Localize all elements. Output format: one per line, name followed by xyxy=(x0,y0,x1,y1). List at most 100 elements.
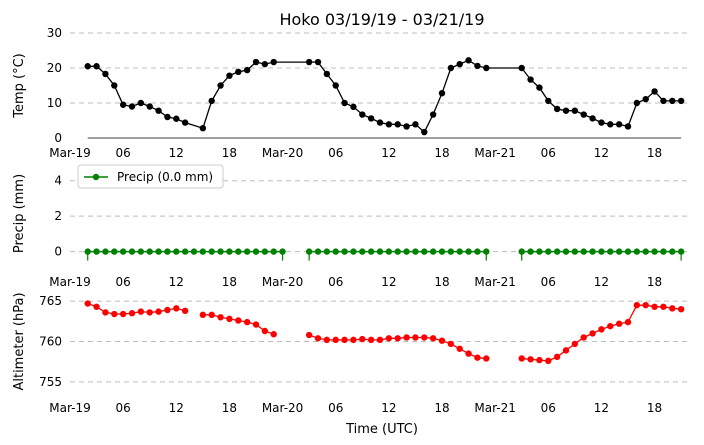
data-point xyxy=(128,248,136,255)
data-point xyxy=(580,334,587,341)
data-point xyxy=(84,300,91,307)
data-point xyxy=(438,337,446,344)
x-tick-label: Mar-19 xyxy=(49,401,90,415)
x-tick-label: Mar-21 xyxy=(474,401,515,415)
data-point xyxy=(669,248,676,255)
y-tick-label: 20 xyxy=(47,61,62,75)
data-point xyxy=(279,248,286,255)
data-point xyxy=(429,248,437,255)
x-tick-label: 12 xyxy=(169,401,184,415)
data-point xyxy=(111,310,118,318)
data-point xyxy=(518,64,525,72)
data-point xyxy=(421,334,428,341)
data-point xyxy=(181,307,189,315)
chart-title: Hoko 03/19/19 - 03/21/19 xyxy=(279,10,484,29)
data-point xyxy=(243,318,251,326)
x-tick-label: 18 xyxy=(434,401,449,415)
data-point xyxy=(412,121,419,128)
data-point xyxy=(651,248,658,255)
data-point xyxy=(314,58,322,66)
legend-marker xyxy=(92,173,100,181)
data-point xyxy=(545,248,552,255)
x-tick-label: 06 xyxy=(541,146,556,160)
data-point xyxy=(332,82,339,89)
x-tick-label: 18 xyxy=(222,275,237,289)
series-line xyxy=(521,304,682,362)
x-tick-label: 06 xyxy=(116,401,131,415)
data-point xyxy=(173,115,180,122)
data-point xyxy=(164,113,171,121)
y-axis-label: Altimeter (hPa) xyxy=(12,292,27,390)
data-point xyxy=(483,64,490,72)
y-tick-label: 765 xyxy=(39,294,62,308)
data-point xyxy=(226,315,233,323)
data-point xyxy=(677,305,685,313)
x-tick-label: 06 xyxy=(328,146,343,160)
data-point xyxy=(545,357,552,365)
data-point xyxy=(217,248,224,255)
y-axis-label: Precip (mm) xyxy=(12,174,27,253)
data-point xyxy=(270,331,277,338)
data-point xyxy=(447,340,455,348)
data-point xyxy=(677,248,685,255)
x-tick-label: 06 xyxy=(116,146,131,160)
x-tick-label: 06 xyxy=(328,275,343,289)
data-point xyxy=(341,99,348,107)
legend-label: Precip (0.0 mm) xyxy=(117,170,213,184)
data-point xyxy=(545,97,552,105)
legend-frame xyxy=(77,164,224,189)
data-point xyxy=(403,123,410,130)
data-point xyxy=(155,308,162,315)
data-point xyxy=(598,248,605,255)
data-point xyxy=(598,326,605,333)
data-point xyxy=(412,248,419,255)
data-point xyxy=(173,305,180,312)
data-point xyxy=(615,121,623,128)
data-point xyxy=(527,248,534,255)
x-tick-label: 18 xyxy=(222,401,237,415)
data-point xyxy=(235,317,242,324)
y-tick-label: 0 xyxy=(54,245,62,259)
x-tick-label: 06 xyxy=(541,275,556,289)
data-point xyxy=(465,350,472,357)
data-point xyxy=(137,248,145,255)
y-tick-label: 10 xyxy=(47,96,62,110)
data-point xyxy=(385,335,393,342)
data-point xyxy=(589,248,596,255)
x-tick-label: 06 xyxy=(328,401,343,415)
data-point xyxy=(155,248,162,255)
data-point xyxy=(93,303,100,310)
data-point xyxy=(208,311,215,319)
data-point xyxy=(642,248,649,255)
x-tick-label: 18 xyxy=(647,401,662,415)
data-point xyxy=(633,301,641,309)
x-tick-label: Mar-20 xyxy=(262,275,303,289)
x-tick-label: 12 xyxy=(594,275,609,289)
data-point xyxy=(376,248,384,255)
data-point xyxy=(474,248,481,255)
data-point xyxy=(624,318,632,326)
data-point xyxy=(527,76,534,83)
x-tick-label: 12 xyxy=(169,146,184,160)
x-tick-label: Mar-20 xyxy=(262,401,303,415)
data-point xyxy=(642,95,649,103)
data-point xyxy=(164,306,171,314)
data-point xyxy=(447,64,455,72)
y-tick-label: 0 xyxy=(54,131,62,145)
data-point xyxy=(438,90,446,97)
data-point xyxy=(146,103,153,110)
data-point xyxy=(536,84,543,91)
x-tick-label: 12 xyxy=(594,401,609,415)
data-point xyxy=(527,356,534,363)
x-tick-label: 12 xyxy=(169,275,184,289)
data-point xyxy=(270,58,277,66)
data-point xyxy=(243,66,251,74)
data-point xyxy=(164,248,171,255)
data-point xyxy=(438,248,446,255)
data-point xyxy=(553,105,561,113)
y-axis-label: Temp (°C) xyxy=(12,53,27,119)
data-point xyxy=(305,331,313,339)
data-point xyxy=(93,63,100,70)
panel-2: 0 2 4 Precip (mm) Mar-19 06 12 18 Mar-20 06 12 18 Ma… xyxy=(12,164,690,289)
